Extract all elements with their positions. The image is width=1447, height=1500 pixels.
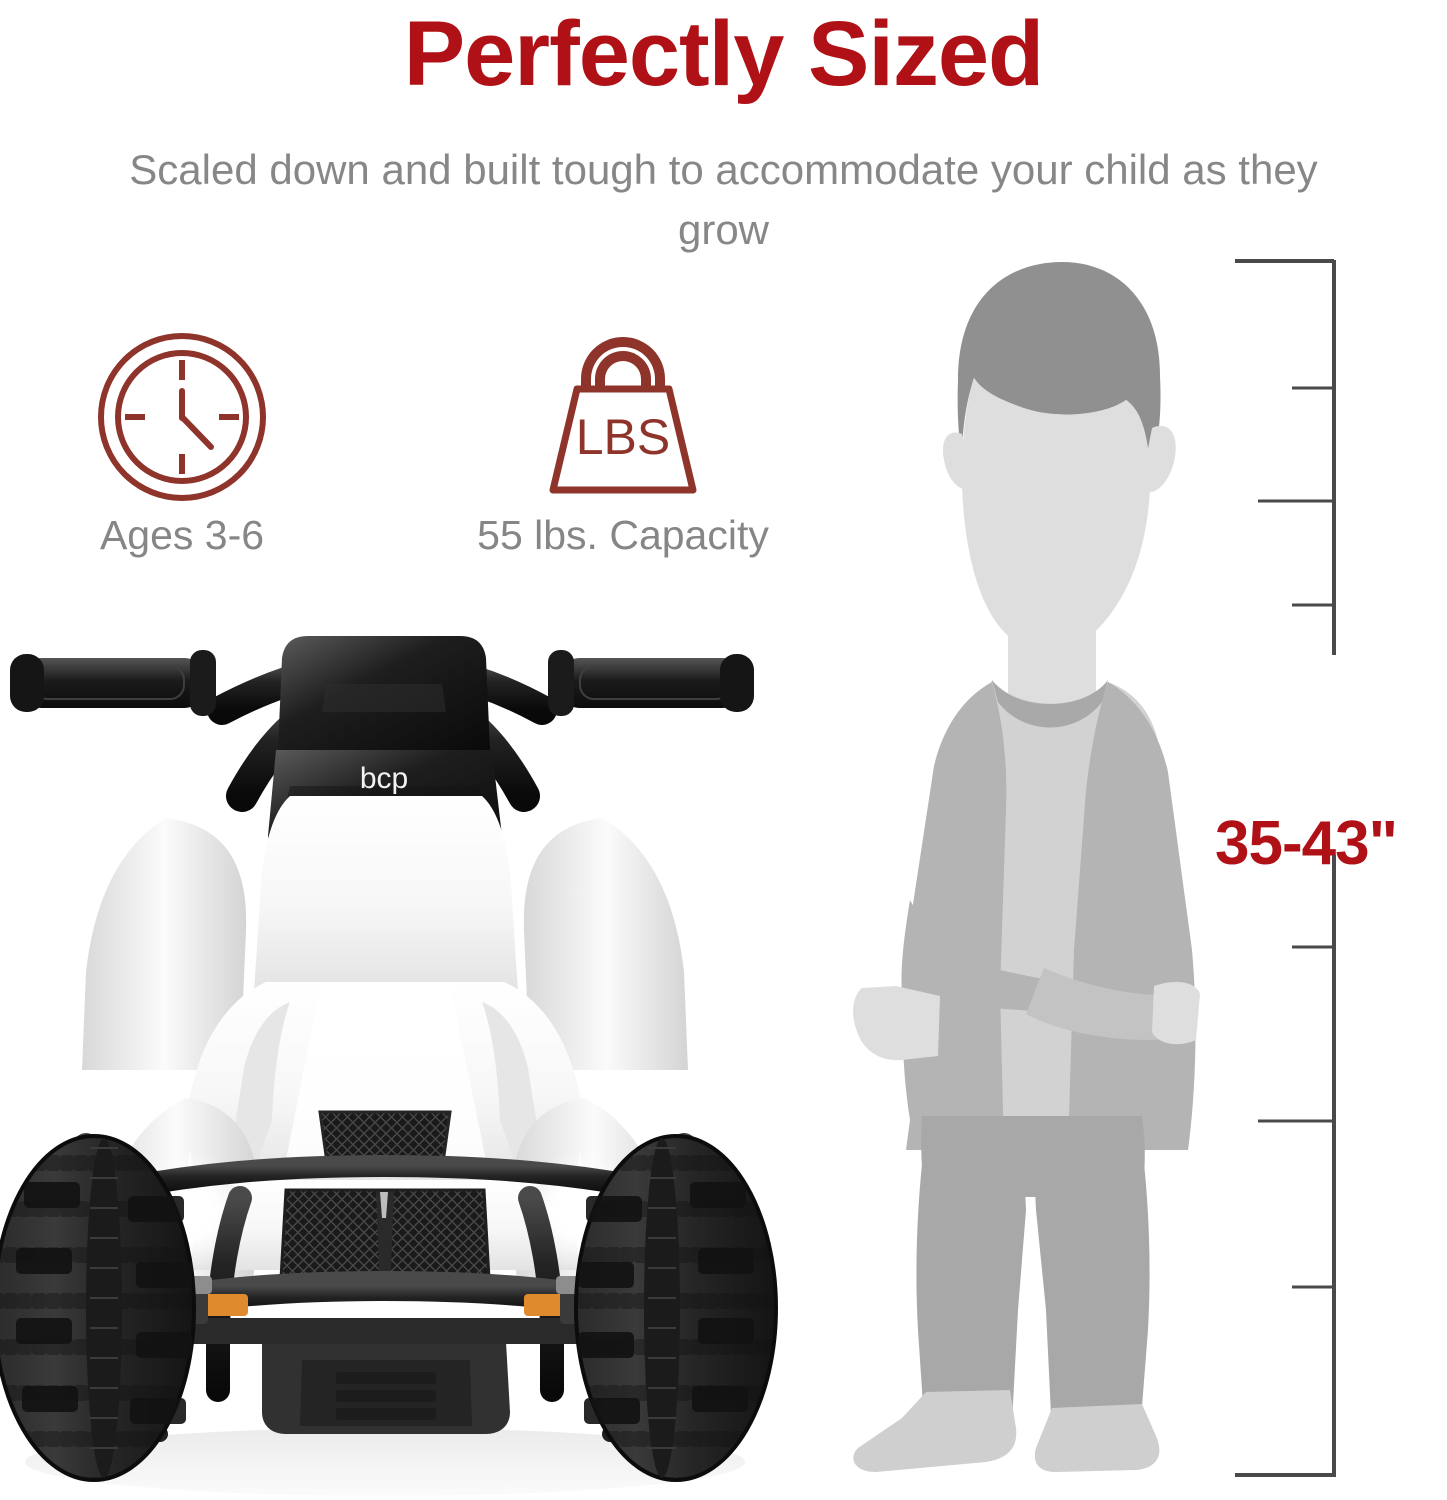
front-axle-bar	[86, 1318, 684, 1344]
height-ruler	[1235, 259, 1336, 1477]
height-range-label: 35-43"	[1215, 809, 1398, 878]
feature-capacity: LBS 55 lbs. Capacity	[443, 322, 803, 559]
child-shoe-right	[1034, 1404, 1160, 1472]
seat-body	[254, 796, 518, 992]
ground-shadow	[25, 1428, 745, 1496]
child-silhouette	[853, 262, 1200, 1472]
clock-icon	[98, 333, 266, 501]
hood-crease-left	[230, 1002, 290, 1160]
child-hand-right	[1152, 981, 1200, 1045]
wheel-front-left	[0, 1134, 196, 1482]
child-leg-right	[1032, 1130, 1150, 1436]
weight-bag-icon-wrap: LBS	[443, 322, 803, 512]
feature-ages-label: Ages 3-6	[99, 512, 265, 558]
child-hair	[957, 262, 1161, 464]
child-hand-left	[853, 986, 940, 1061]
child-arm-left	[901, 900, 1048, 1012]
wheel-front-right	[574, 1134, 778, 1482]
fender-rear-left	[82, 818, 247, 1070]
fender-rear-right	[523, 818, 688, 1070]
child-leg-left	[916, 1130, 1026, 1422]
handlebar-grip-right	[548, 650, 754, 716]
child-arm-right	[1026, 968, 1190, 1040]
page-title: Perfectly Sized	[403, 3, 1045, 105]
brand-logo: bcp	[360, 762, 408, 795]
weight-bag-icon: LBS	[549, 337, 697, 494]
handlebar-grip-left	[10, 650, 216, 716]
hood-crease-right	[482, 1002, 542, 1160]
clock-icon-wrap	[2, 322, 362, 512]
page-subtitle: Scaled down and built tough to accommoda…	[129, 146, 1318, 253]
child-collar	[992, 680, 1108, 728]
feature-capacity-label: 55 lbs. Capacity	[477, 512, 769, 558]
child-shoe-left	[853, 1390, 1017, 1472]
child-face	[961, 378, 1151, 653]
feature-ages: Ages 3-6	[2, 322, 362, 559]
child-neck	[1008, 628, 1096, 716]
atv-product-image: bcp	[0, 636, 778, 1496]
weight-bag-icon-text: LBS	[576, 409, 671, 465]
child-hips	[921, 1116, 1145, 1198]
